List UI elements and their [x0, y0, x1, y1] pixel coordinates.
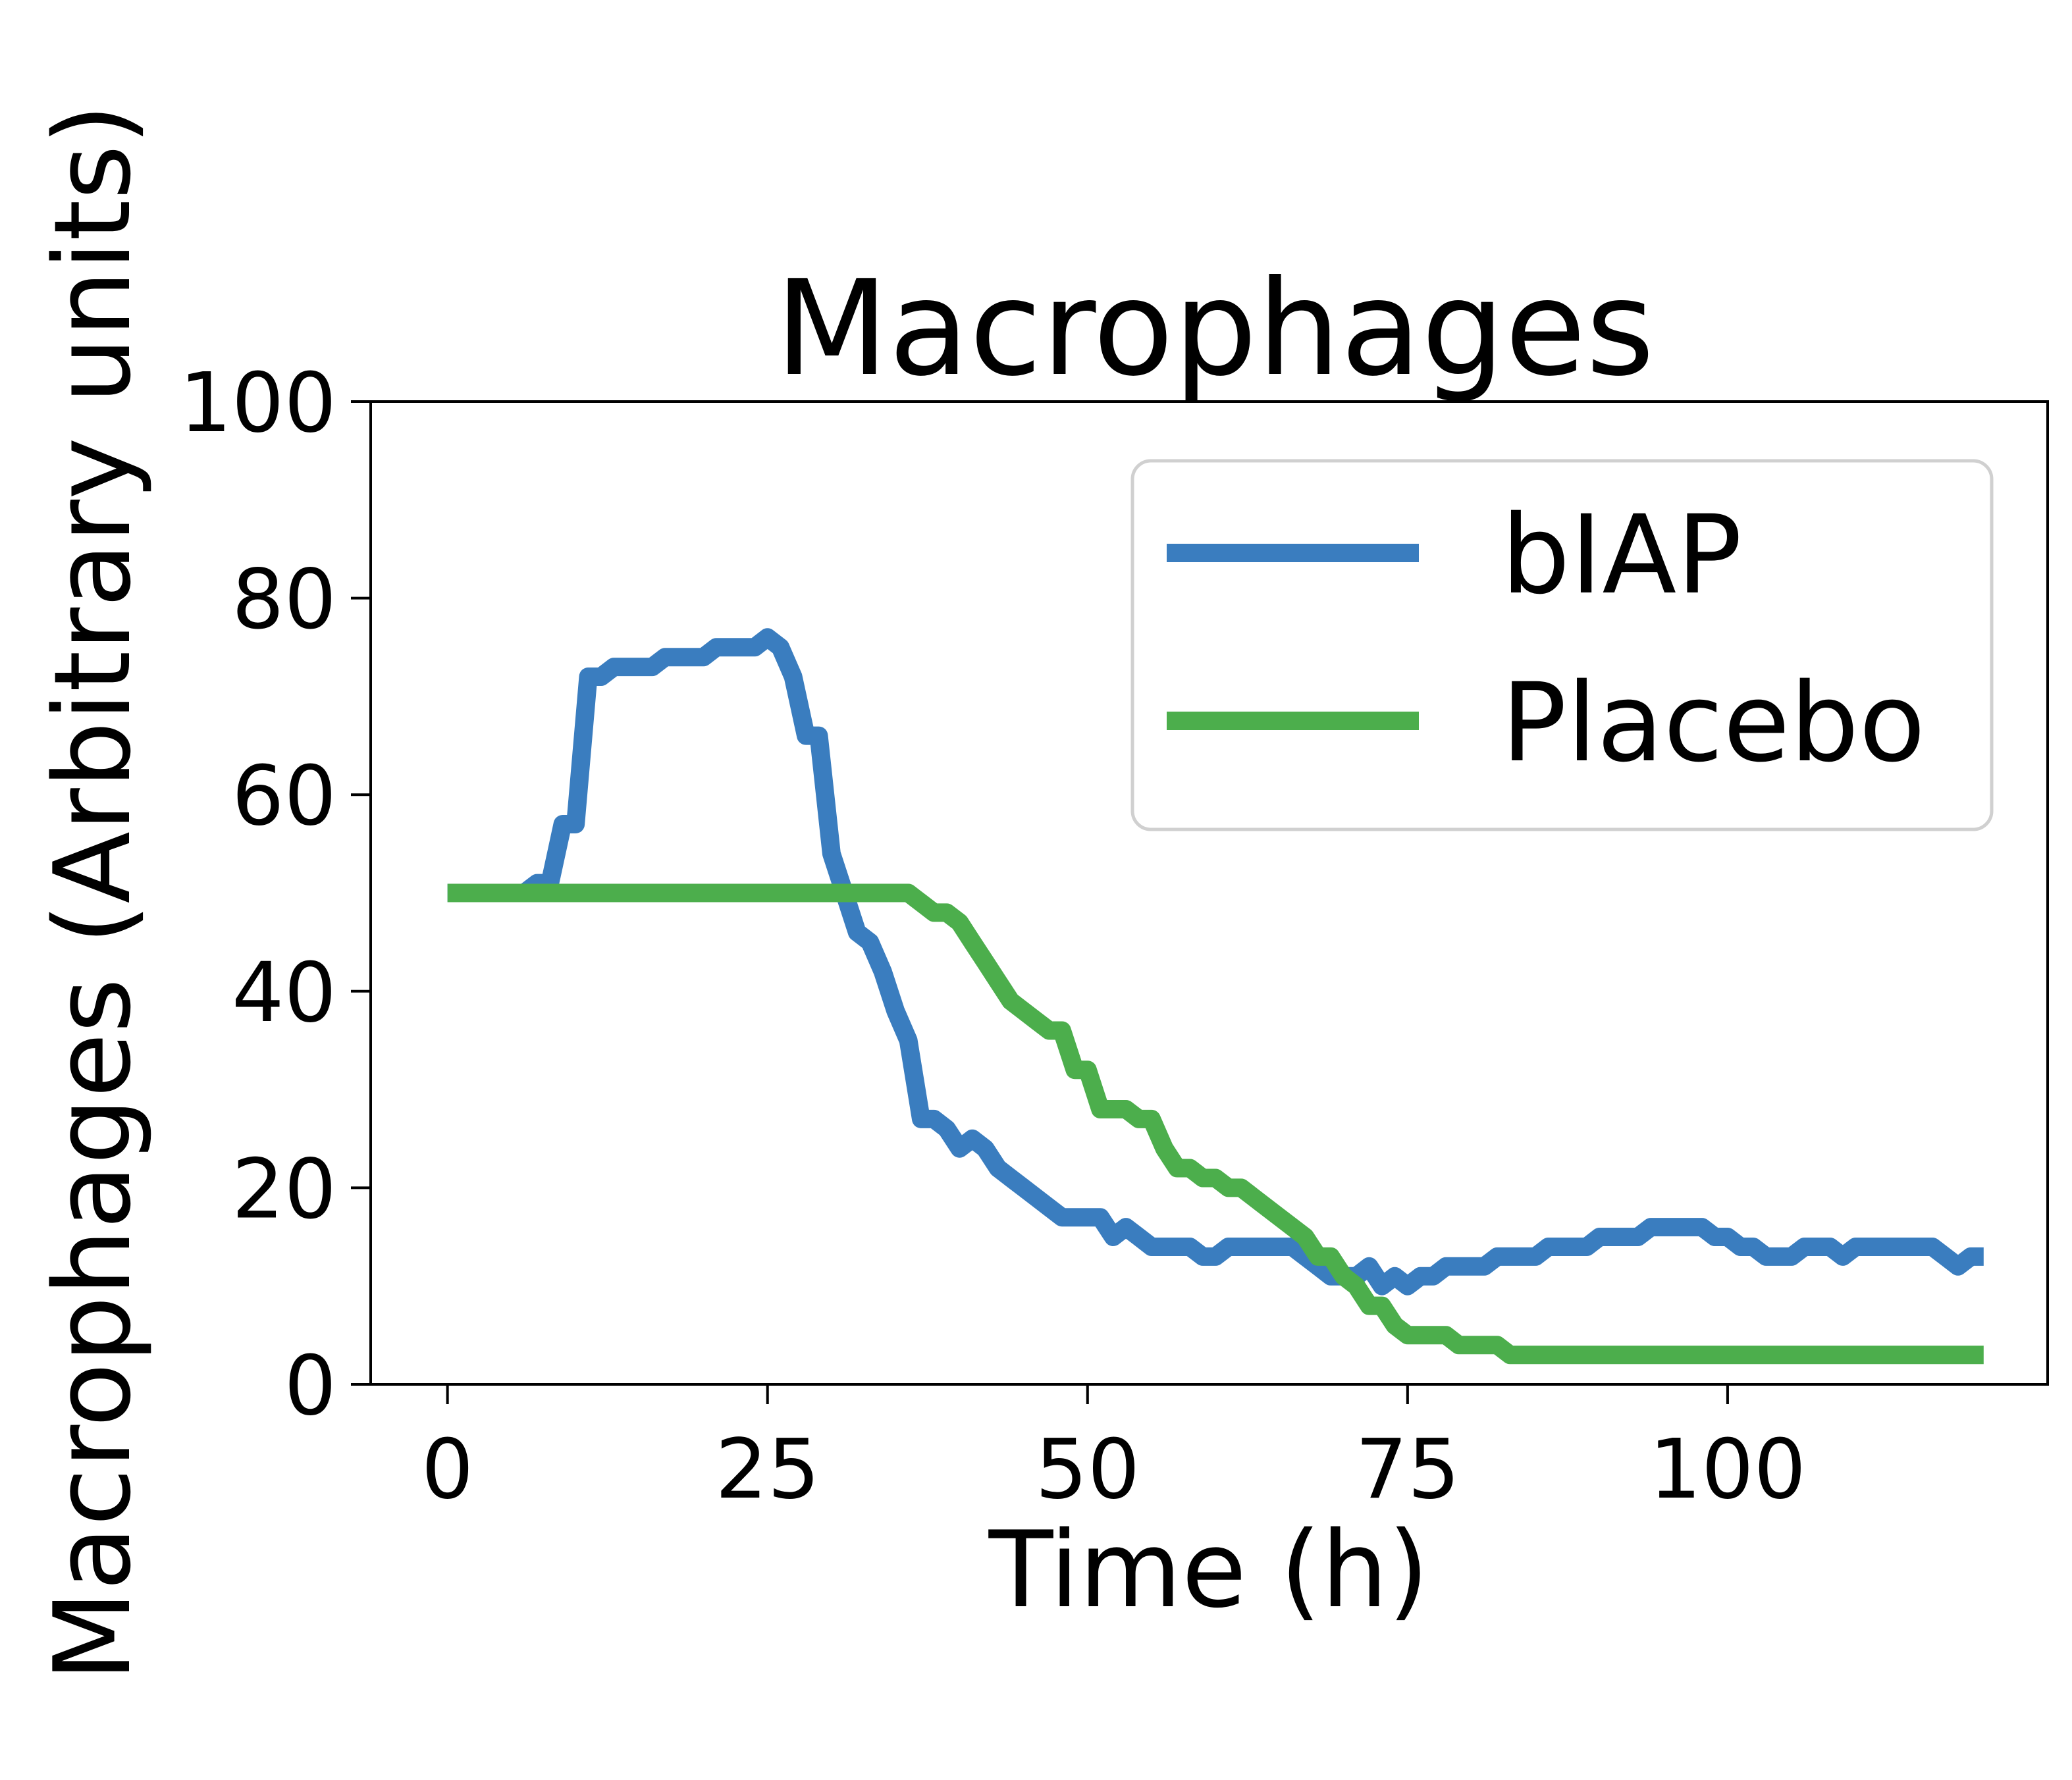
y-tick-label: 0: [284, 1338, 336, 1434]
y-axis: 0 20 40 60 80 100: [179, 355, 371, 1434]
series-line-placebo: [447, 883, 1984, 1365]
plot-frame: [369, 400, 2049, 1386]
chart-title: Macrophages: [775, 252, 1655, 406]
y-tick-label: 100: [179, 355, 336, 451]
series-line-biap: [447, 628, 1984, 1296]
y-tick-label: 60: [232, 748, 336, 844]
legend-label-placebo: Placebo: [1501, 660, 1925, 786]
x-axis-label: Time (h): [988, 1508, 1429, 1631]
x-tick-label: 100: [1649, 1422, 1807, 1517]
series-layer: [447, 628, 1984, 1365]
x-tick-label: 50: [1035, 1422, 1140, 1517]
legend-label-biap: bIAP: [1501, 492, 1742, 618]
y-tick-label: 80: [232, 552, 336, 648]
x-tick-label: 25: [715, 1422, 820, 1517]
legend: bIAP Placebo: [1130, 459, 1994, 831]
y-axis-label: Macrophages (Arbitrary units): [31, 104, 154, 1682]
y-tick-label: 40: [232, 945, 336, 1041]
y-tick-label: 20: [232, 1141, 336, 1237]
x-axis: 0 25 50 75 100: [421, 1384, 1806, 1517]
x-tick-label: 75: [1355, 1422, 1460, 1517]
x-tick-label: 0: [421, 1422, 474, 1517]
